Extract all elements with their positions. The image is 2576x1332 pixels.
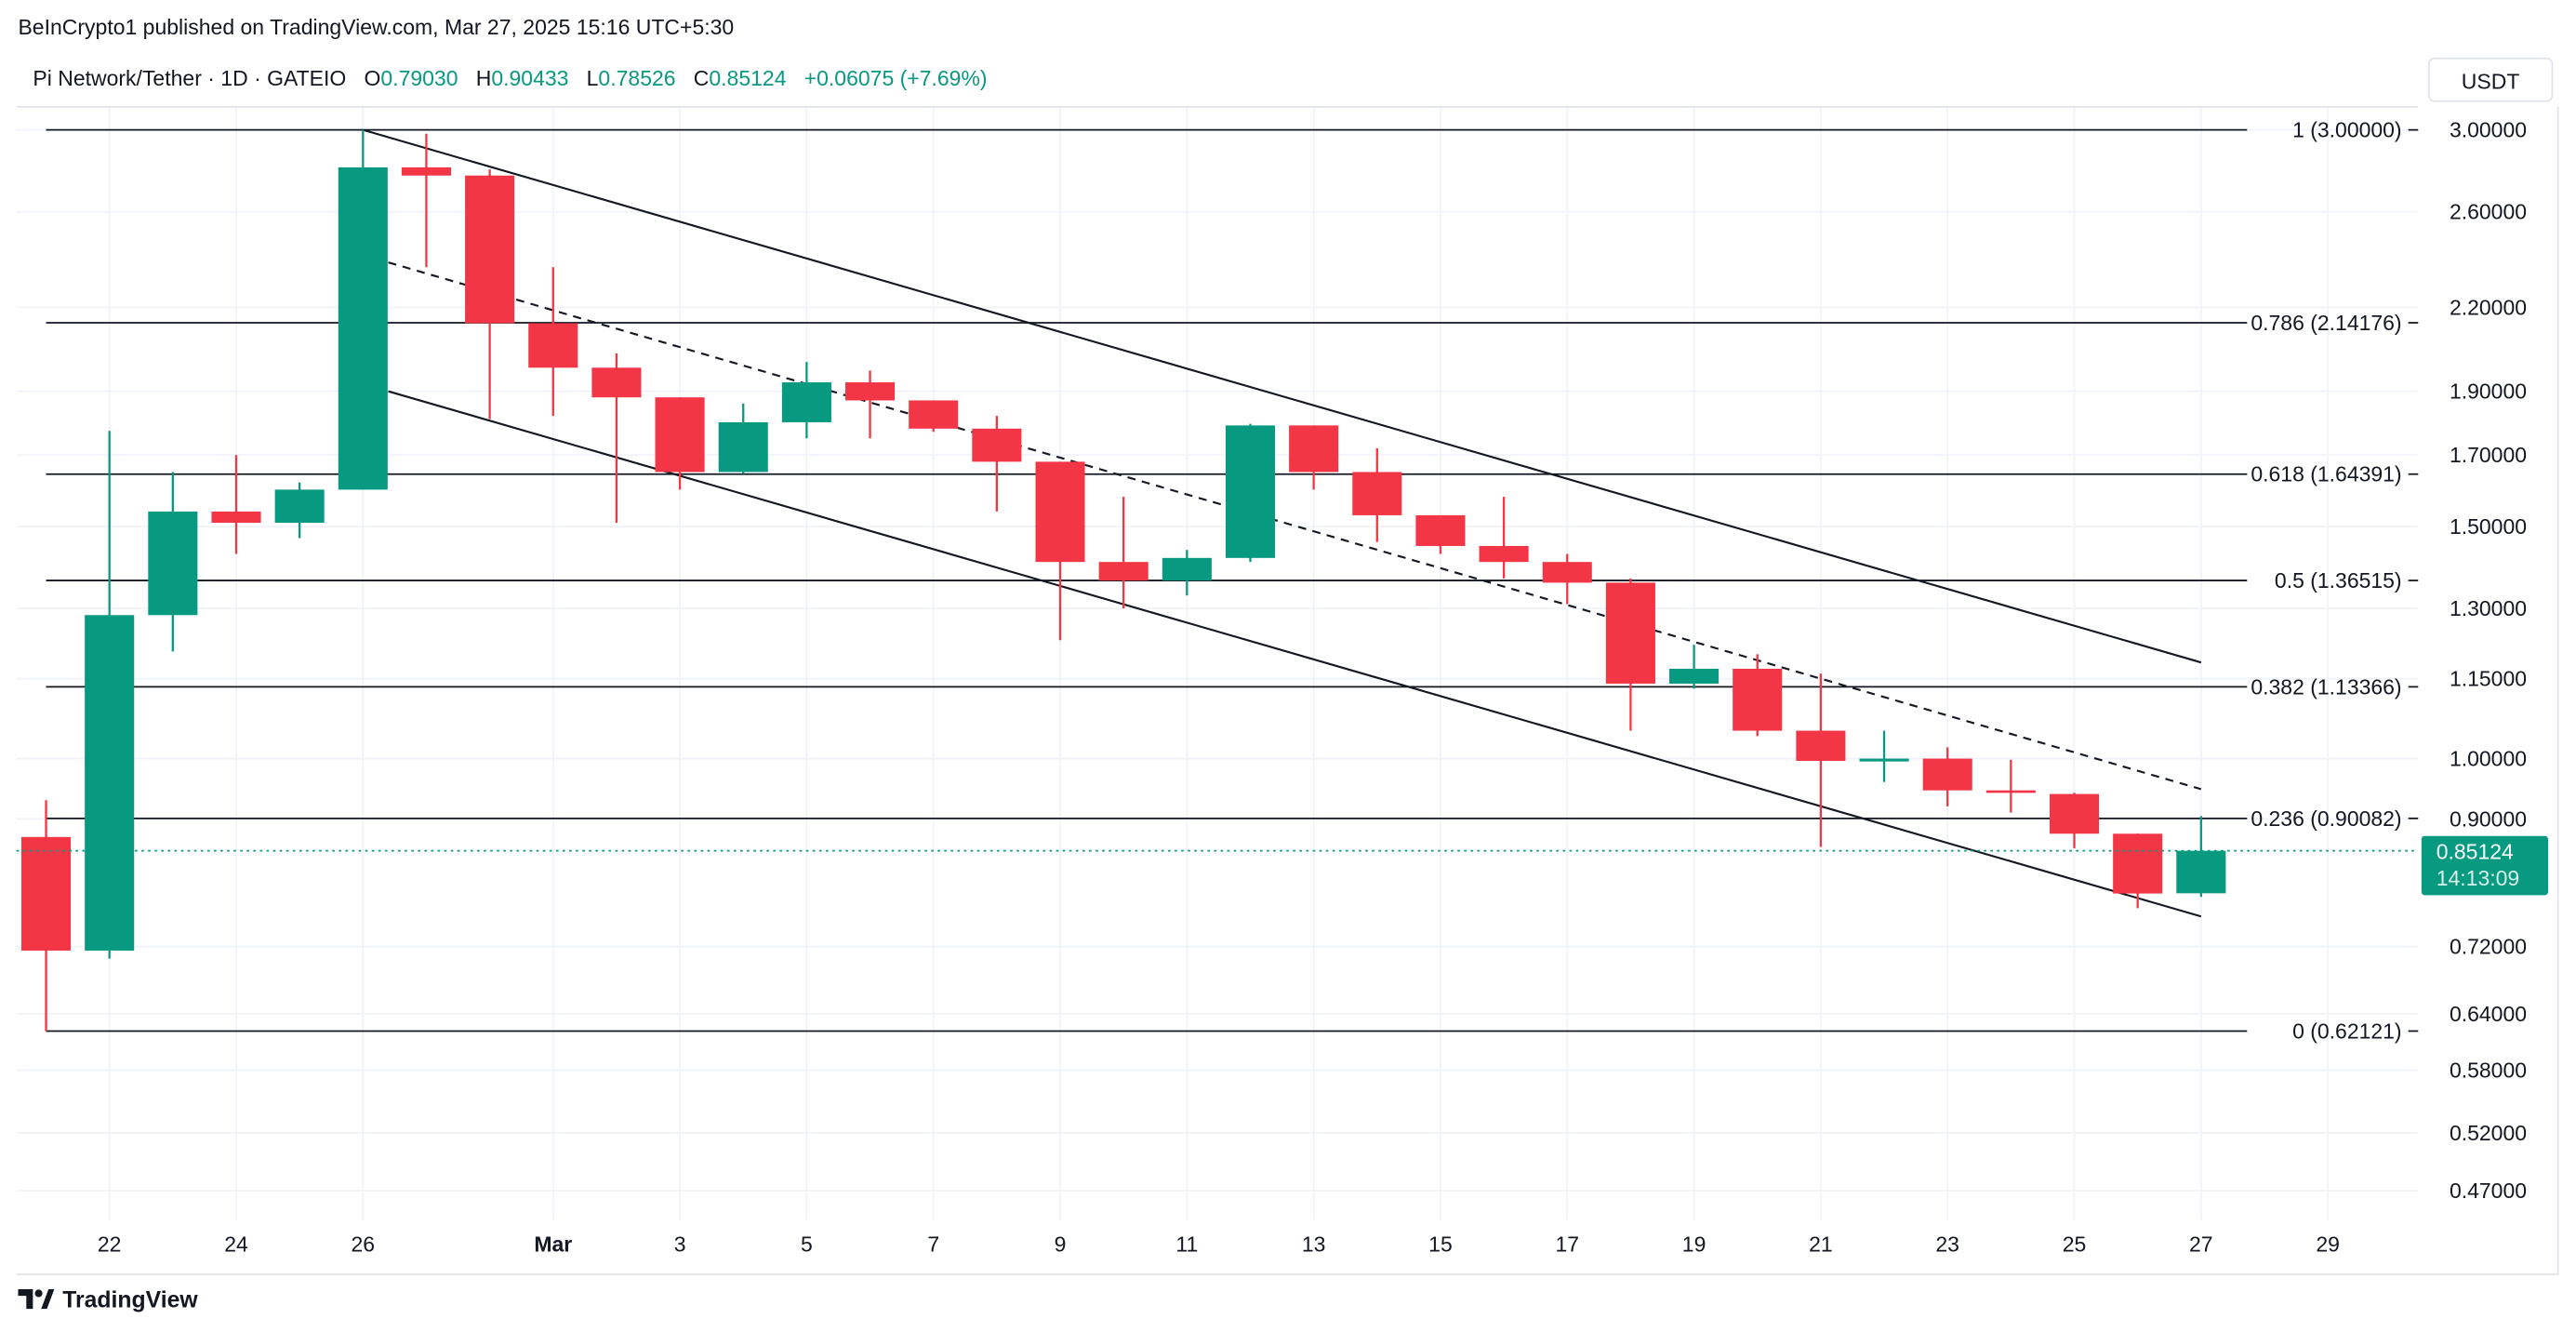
low-value: 0.78526 bbox=[598, 65, 676, 91]
tradingview-logo[interactable]: TradingView bbox=[18, 1285, 198, 1312]
candle-bearish bbox=[909, 400, 959, 429]
time-axis-label: 22 bbox=[98, 1232, 122, 1256]
close-label: C bbox=[693, 65, 710, 91]
candle-bearish bbox=[528, 323, 578, 368]
price-axis-label: 0.47000 bbox=[2450, 1179, 2527, 1203]
candle-bearish bbox=[1922, 758, 1972, 791]
candle-bearish bbox=[1415, 514, 1466, 546]
time-axis-label: 25 bbox=[2063, 1232, 2087, 1256]
candle-bearish bbox=[211, 511, 261, 524]
tradingview-logo-icon bbox=[18, 1289, 55, 1310]
candle-bearish bbox=[1479, 545, 1529, 563]
time-axis-label: 11 bbox=[1175, 1232, 1198, 1256]
candle-bearish bbox=[20, 836, 72, 951]
candle-bullish bbox=[148, 511, 198, 616]
candle-bearish bbox=[401, 166, 451, 176]
price-axis-label: 1.50000 bbox=[2450, 514, 2527, 539]
time-axis-label: 15 bbox=[1428, 1232, 1453, 1256]
time-axis-label: 13 bbox=[1302, 1232, 1326, 1256]
candle-bearish bbox=[1796, 730, 1846, 762]
candle-bearish bbox=[845, 382, 896, 401]
candle-bearish bbox=[2049, 793, 2100, 834]
time-axis-label: 26 bbox=[352, 1232, 376, 1256]
fib-level-label: 0.5 (1.36515) bbox=[2275, 568, 2402, 593]
candle-bearish bbox=[1098, 562, 1149, 581]
channel-line bbox=[363, 128, 2202, 664]
countdown-timer: 14:13:09 bbox=[2437, 866, 2519, 890]
candle-bullish bbox=[274, 489, 325, 524]
candle-bullish bbox=[338, 166, 388, 490]
price-axis-label: 0.72000 bbox=[2450, 935, 2527, 959]
channel-line bbox=[388, 390, 2202, 918]
open-label: O bbox=[364, 65, 381, 91]
candle-bullish bbox=[1162, 557, 1212, 581]
time-axis-label: 7 bbox=[927, 1232, 939, 1256]
channel-midline bbox=[388, 261, 2202, 791]
publish-info: BeInCrypto1 published on TradingView.com… bbox=[18, 14, 735, 40]
fib-level-label: 0.786 (2.14176) bbox=[2251, 311, 2401, 335]
candle-bullish bbox=[1669, 668, 1720, 684]
candle-bullish bbox=[85, 615, 135, 951]
candle-bearish bbox=[655, 397, 705, 473]
price-axis-label: 1.15000 bbox=[2450, 667, 2527, 691]
currency-button[interactable]: USDT bbox=[2427, 57, 2554, 102]
price-axis-label: 0.90000 bbox=[2450, 806, 2527, 831]
time-axis-label: 27 bbox=[2189, 1232, 2213, 1256]
price-axis-label: 0.64000 bbox=[2450, 1002, 2527, 1026]
fib-level-label: 0.382 (1.13366) bbox=[2251, 674, 2401, 699]
candle-bearish bbox=[465, 175, 515, 324]
close-value: 0.85124 bbox=[709, 65, 787, 91]
last-price-value: 0.85124 bbox=[2437, 839, 2514, 863]
candle-bullish bbox=[1859, 758, 1909, 762]
candle-bearish bbox=[1352, 472, 1402, 515]
fib-level-label: 0 (0.62121) bbox=[2292, 1019, 2402, 1043]
candle-bullish bbox=[1225, 425, 1276, 558]
time-axis-label: 23 bbox=[1935, 1232, 1959, 1256]
candle-bullish bbox=[781, 382, 831, 422]
high-label: H bbox=[475, 65, 492, 91]
candle-bearish bbox=[591, 367, 642, 398]
candle-bearish bbox=[1733, 668, 1783, 731]
fib-level-label: 0.618 (1.64391) bbox=[2251, 462, 2401, 486]
candle-bullish bbox=[718, 421, 768, 473]
tradingview-brand: TradingView bbox=[62, 1285, 198, 1312]
price-axis-label: 0.52000 bbox=[2450, 1121, 2527, 1145]
price-axis-label: 1.00000 bbox=[2450, 747, 2527, 771]
candle-bearish bbox=[972, 428, 1022, 462]
price-axis-label: 2.20000 bbox=[2450, 295, 2527, 319]
low-label: L bbox=[586, 65, 599, 91]
ohlc-legend: Pi Network/Tether · 1D · GATEIO O0.79030… bbox=[33, 66, 987, 91]
candle-bearish bbox=[1035, 461, 1085, 563]
candle-bearish bbox=[1289, 425, 1339, 473]
last-price-badge bbox=[2421, 835, 2549, 896]
candle-bullish bbox=[2176, 850, 2226, 894]
price-axis-label: 2.60000 bbox=[2450, 200, 2527, 224]
time-axis-label: Mar bbox=[534, 1232, 572, 1256]
price-axis-label: 3.00000 bbox=[2450, 118, 2527, 142]
price-axis-label: 1.90000 bbox=[2450, 380, 2527, 404]
candle-bearish bbox=[1985, 790, 2036, 793]
price-axis-label: 1.70000 bbox=[2450, 443, 2527, 467]
fib-level-label: 0.236 (0.90082) bbox=[2251, 806, 2401, 831]
time-axis-label: 17 bbox=[1555, 1232, 1579, 1256]
time-axis-label: 5 bbox=[801, 1232, 813, 1256]
time-axis-label: 24 bbox=[224, 1232, 248, 1256]
time-axis-label: 9 bbox=[1055, 1232, 1067, 1256]
candle-bearish bbox=[2113, 833, 2163, 894]
change-value: +0.06075 (+7.69%) bbox=[803, 65, 988, 91]
candle-bearish bbox=[1542, 562, 1592, 583]
time-axis-label: 19 bbox=[1682, 1232, 1706, 1256]
time-axis-label: 21 bbox=[1809, 1232, 1833, 1256]
fib-level-label: 1 (3.00000) bbox=[2292, 118, 2402, 142]
price-axis-label: 1.30000 bbox=[2450, 596, 2527, 620]
candle-bearish bbox=[1605, 582, 1655, 684]
time-axis-label: 3 bbox=[674, 1232, 686, 1256]
high-value: 0.90433 bbox=[491, 65, 569, 91]
time-axis-label: 29 bbox=[2316, 1232, 2340, 1256]
price-axis-label: 0.58000 bbox=[2450, 1059, 2527, 1083]
open-value: 0.79030 bbox=[380, 65, 458, 91]
symbol-title: Pi Network/Tether · 1D · GATEIO bbox=[33, 65, 347, 91]
